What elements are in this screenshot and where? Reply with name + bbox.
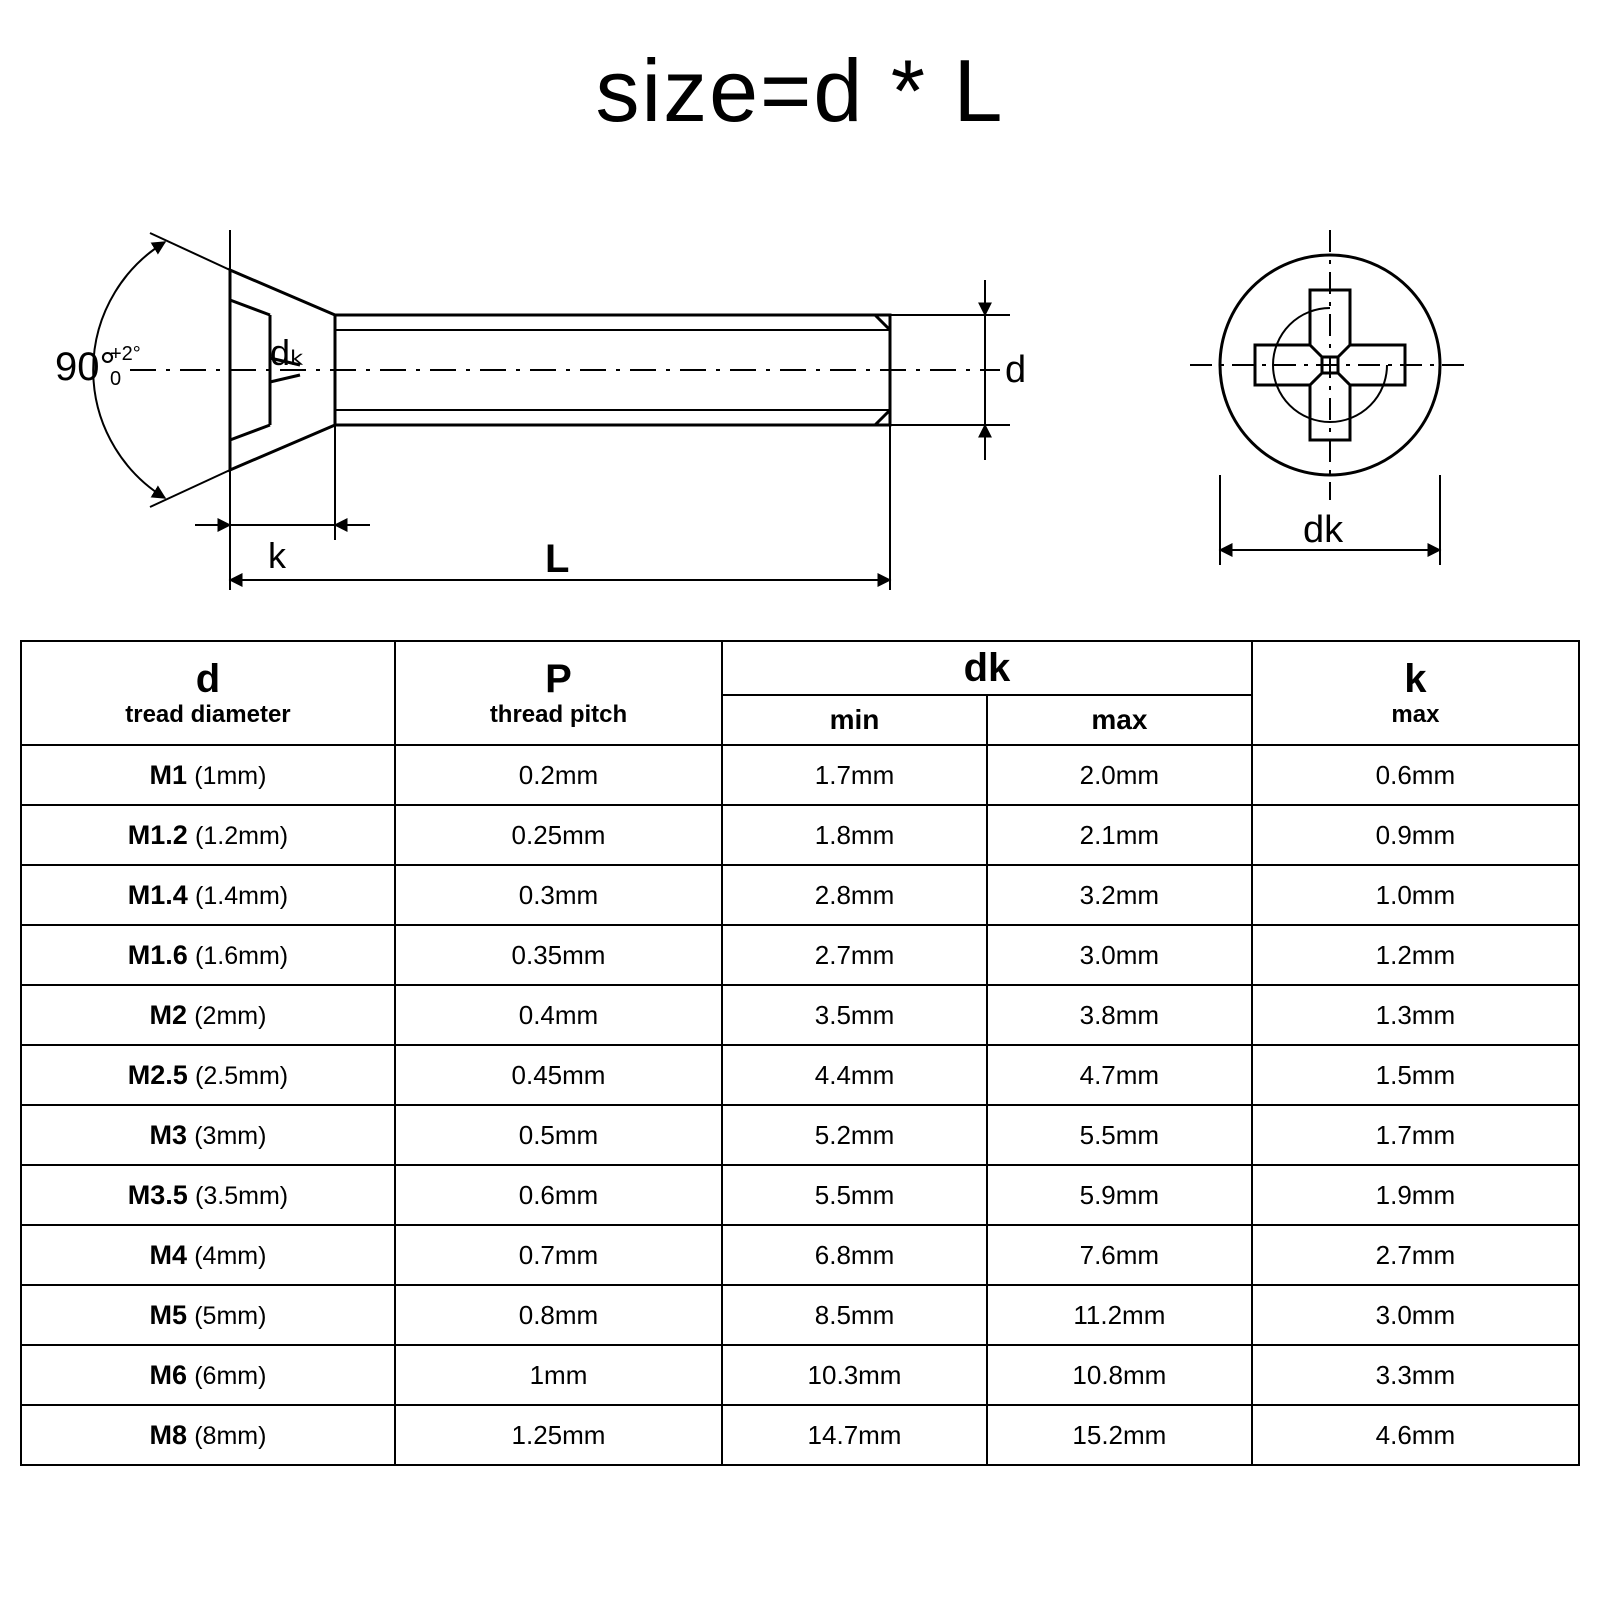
cell-P: 1.25mm: [395, 1405, 722, 1465]
cell-dk-min: 3.5mm: [722, 985, 987, 1045]
cell-dk-min: 8.5mm: [722, 1285, 987, 1345]
cell-d: M8 (8mm): [21, 1405, 395, 1465]
table-row: M3.5 (3.5mm)0.6mm5.5mm5.9mm1.9mm: [21, 1165, 1579, 1225]
cell-dk-max: 3.8mm: [987, 985, 1252, 1045]
angle-label-top: +2°: [110, 343, 141, 365]
cell-dk-min: 2.8mm: [722, 865, 987, 925]
col-header-k: k max: [1252, 641, 1579, 745]
cell-k-max: 0.9mm: [1252, 805, 1579, 865]
table-row: M8 (8mm)1.25mm14.7mm15.2mm4.6mm: [21, 1405, 1579, 1465]
angle-label-bot: 0: [110, 368, 121, 390]
col-header-dk-min: min: [722, 695, 987, 745]
cell-dk-min: 4.4mm: [722, 1045, 987, 1105]
cell-d: M2 (2mm): [21, 985, 395, 1045]
table-row: M2 (2mm)0.4mm3.5mm3.8mm1.3mm: [21, 985, 1579, 1045]
spec-table: d tread diameter P thread pitch dk k max…: [20, 640, 1580, 1466]
cell-k-max: 1.5mm: [1252, 1045, 1579, 1105]
col-header-d: d tread diameter: [21, 641, 395, 745]
cell-dk-max: 15.2mm: [987, 1405, 1252, 1465]
cell-d: M2.5 (2.5mm): [21, 1045, 395, 1105]
cell-P: 0.5mm: [395, 1105, 722, 1165]
cell-d: M5 (5mm): [21, 1285, 395, 1345]
cell-k-max: 1.3mm: [1252, 985, 1579, 1045]
spec-table-wrap: d tread diameter P thread pitch dk k max…: [20, 640, 1580, 1466]
cell-k-max: 1.9mm: [1252, 1165, 1579, 1225]
cell-dk-max: 11.2mm: [987, 1285, 1252, 1345]
cell-dk-min: 6.8mm: [722, 1225, 987, 1285]
cell-dk-max: 3.2mm: [987, 865, 1252, 925]
cell-dk-max: 7.6mm: [987, 1225, 1252, 1285]
col-header-dk-max: max: [987, 695, 1252, 745]
cell-P: 0.6mm: [395, 1165, 722, 1225]
table-row: M2.5 (2.5mm)0.45mm4.4mm4.7mm1.5mm: [21, 1045, 1579, 1105]
cell-dk-min: 1.8mm: [722, 805, 987, 865]
cell-dk-max: 3.0mm: [987, 925, 1252, 985]
cell-P: 0.8mm: [395, 1285, 722, 1345]
label-L: L: [545, 537, 569, 581]
label-dk-inside: dₖ: [270, 332, 305, 373]
cell-k-max: 1.0mm: [1252, 865, 1579, 925]
cell-k-max: 3.0mm: [1252, 1285, 1579, 1345]
label-dk-head: dk: [1303, 509, 1344, 551]
cell-dk-min: 5.5mm: [722, 1165, 987, 1225]
cell-P: 0.7mm: [395, 1225, 722, 1285]
cell-d: M1.4 (1.4mm): [21, 865, 395, 925]
cell-dk-max: 5.9mm: [987, 1165, 1252, 1225]
cell-P: 0.25mm: [395, 805, 722, 865]
cell-P: 1mm: [395, 1345, 722, 1405]
table-row: M3 (3mm)0.5mm5.2mm5.5mm1.7mm: [21, 1105, 1579, 1165]
cell-dk-max: 10.8mm: [987, 1345, 1252, 1405]
table-row: M1.2 (1.2mm)0.25mm1.8mm2.1mm0.9mm: [21, 805, 1579, 865]
cell-k-max: 1.7mm: [1252, 1105, 1579, 1165]
cell-d: M1.6 (1.6mm): [21, 925, 395, 985]
cell-P: 0.35mm: [395, 925, 722, 985]
col-header-dk: dk: [722, 641, 1252, 695]
cell-k-max: 4.6mm: [1252, 1405, 1579, 1465]
cell-dk-min: 1.7mm: [722, 745, 987, 805]
angle-label-main: 90°: [55, 345, 116, 389]
screw-diagram: 90° +2° 0 dₖ d k L: [0, 170, 1600, 620]
cell-d: M4 (4mm): [21, 1225, 395, 1285]
cell-dk-max: 4.7mm: [987, 1045, 1252, 1105]
table-row: M5 (5mm)0.8mm8.5mm11.2mm3.0mm: [21, 1285, 1579, 1345]
label-d: d: [1005, 349, 1026, 391]
cell-d: M6 (6mm): [21, 1345, 395, 1405]
label-k: k: [268, 535, 287, 576]
table-row: M1.6 (1.6mm)0.35mm2.7mm3.0mm1.2mm: [21, 925, 1579, 985]
cell-d: M1.2 (1.2mm): [21, 805, 395, 865]
cell-dk-max: 2.0mm: [987, 745, 1252, 805]
page-title: size=d * L: [0, 40, 1600, 142]
screw-head-view: dk: [1190, 230, 1470, 565]
cell-dk-max: 5.5mm: [987, 1105, 1252, 1165]
table-row: M1 (1mm)0.2mm1.7mm2.0mm0.6mm: [21, 745, 1579, 805]
table-row: M4 (4mm)0.7mm6.8mm7.6mm2.7mm: [21, 1225, 1579, 1285]
cell-dk-min: 10.3mm: [722, 1345, 987, 1405]
table-row: M1.4 (1.4mm)0.3mm2.8mm3.2mm1.0mm: [21, 865, 1579, 925]
cell-dk-min: 2.7mm: [722, 925, 987, 985]
cell-P: 0.3mm: [395, 865, 722, 925]
cell-P: 0.45mm: [395, 1045, 722, 1105]
cell-dk-min: 14.7mm: [722, 1405, 987, 1465]
cell-k-max: 2.7mm: [1252, 1225, 1579, 1285]
cell-P: 0.4mm: [395, 985, 722, 1045]
table-row: M6 (6mm)1mm10.3mm10.8mm3.3mm: [21, 1345, 1579, 1405]
cell-d: M1 (1mm): [21, 745, 395, 805]
screw-side-view: 90° +2° 0 dₖ d k L: [55, 230, 1026, 590]
col-header-P: P thread pitch: [395, 641, 722, 745]
cell-k-max: 1.2mm: [1252, 925, 1579, 985]
cell-dk-min: 5.2mm: [722, 1105, 987, 1165]
cell-k-max: 0.6mm: [1252, 745, 1579, 805]
cell-k-max: 3.3mm: [1252, 1345, 1579, 1405]
cell-dk-max: 2.1mm: [987, 805, 1252, 865]
cell-P: 0.2mm: [395, 745, 722, 805]
cell-d: M3 (3mm): [21, 1105, 395, 1165]
cell-d: M3.5 (3.5mm): [21, 1165, 395, 1225]
